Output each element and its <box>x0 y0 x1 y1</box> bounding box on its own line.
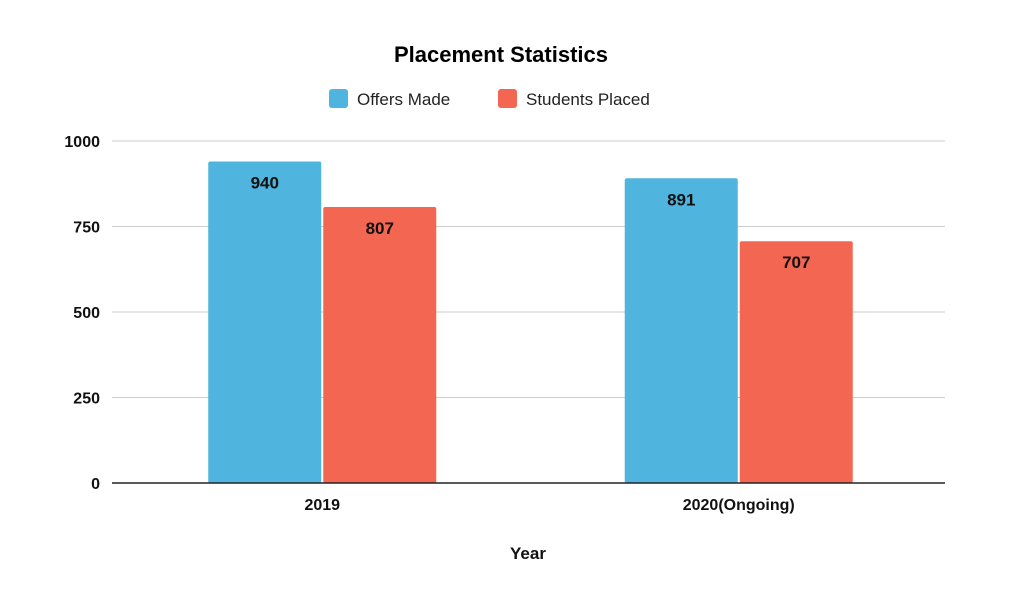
y-axis-ticks: 0 250 500 750 1000 <box>64 134 100 493</box>
bars <box>208 161 853 484</box>
legend: Offers Made Students Placed <box>329 89 650 109</box>
data-label: 940 <box>251 174 279 193</box>
legend-label: Offers Made <box>357 90 450 109</box>
legend-label: Students Placed <box>526 90 650 109</box>
y-tick-label: 250 <box>73 391 100 408</box>
y-tick-label: 0 <box>91 476 100 493</box>
legend-swatch <box>498 89 517 108</box>
bar-offers-made <box>208 161 322 483</box>
bar-students-placed <box>739 241 853 483</box>
x-axis-ticks: 2019 2020(Ongoing) <box>304 497 794 514</box>
data-label: 891 <box>667 190 695 209</box>
x-axis-title: Year <box>510 544 546 563</box>
data-label: 807 <box>366 219 394 238</box>
bar-offers-made <box>624 178 738 483</box>
bar-students-placed <box>323 207 437 484</box>
data-labels: 940 807 891 707 <box>251 174 811 273</box>
x-tick-label: 2019 <box>304 497 340 514</box>
y-tick-label: 500 <box>73 305 100 322</box>
legend-swatch <box>329 89 348 108</box>
y-tick-label: 750 <box>73 220 100 237</box>
x-tick-label: 2020(Ongoing) <box>683 497 795 514</box>
chart-title: Placement Statistics <box>394 42 608 67</box>
y-tick-label: 1000 <box>64 134 100 151</box>
data-label: 707 <box>782 253 810 272</box>
